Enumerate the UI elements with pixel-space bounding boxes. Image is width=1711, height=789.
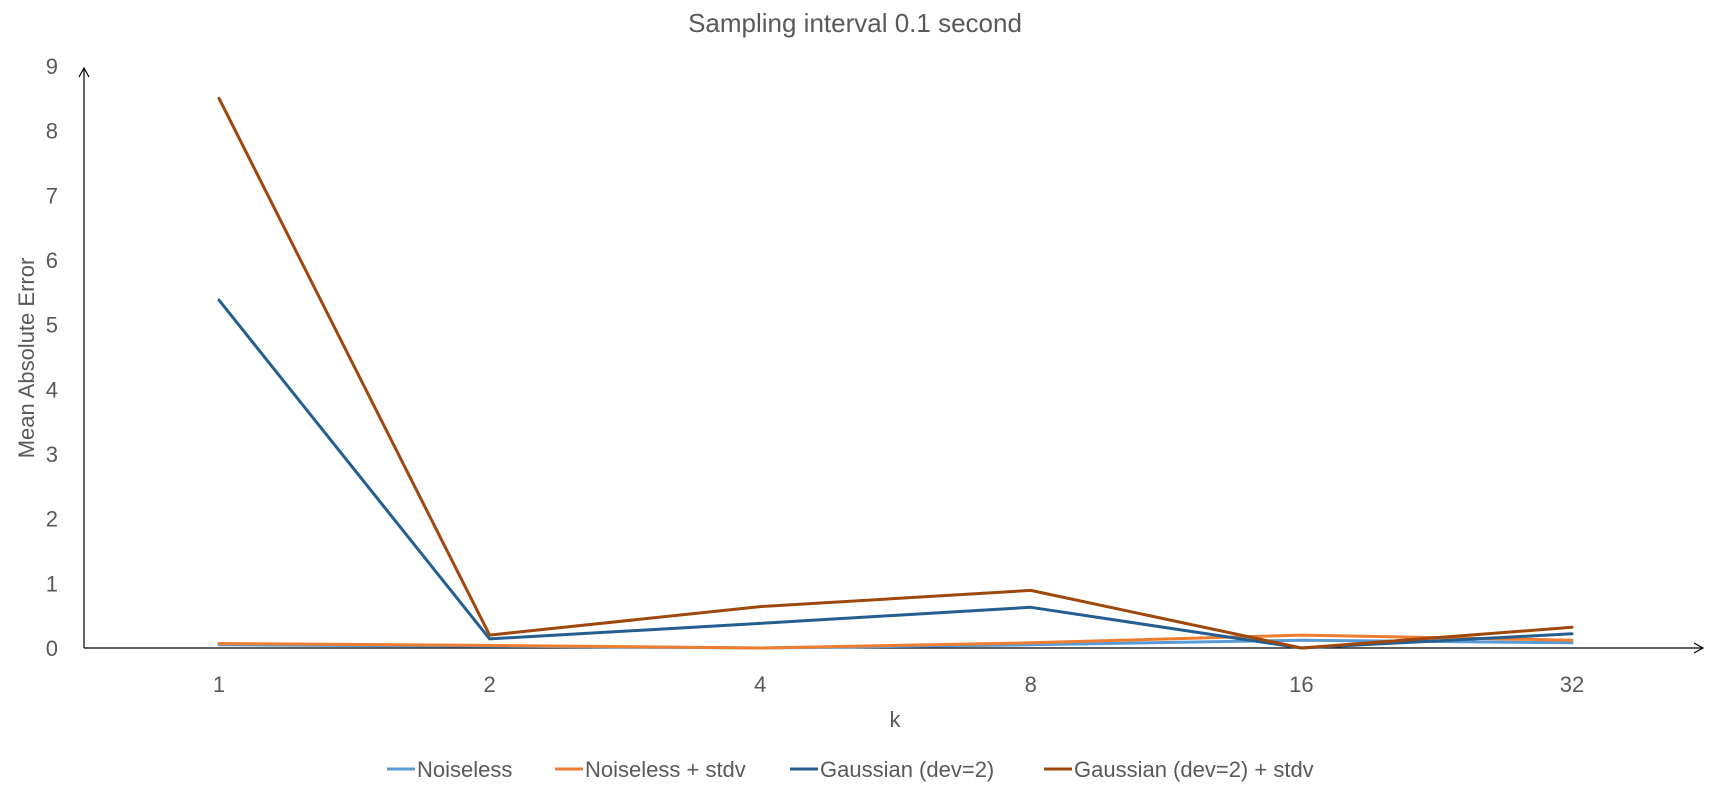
axes — [78, 66, 1705, 654]
legend-label: Gaussian (dev=2) — [820, 757, 994, 782]
x-tick-labels: 1 2 4 8 16 32 — [213, 672, 1584, 697]
legend-label: Noiseless — [417, 757, 512, 782]
y-tick-label: 5 — [46, 313, 58, 338]
series-line-4 — [217, 96, 1574, 650]
x-tick-label: 2 — [483, 672, 495, 697]
y-tick-label: 8 — [46, 119, 58, 144]
x-tick-label: 8 — [1025, 672, 1037, 697]
y-tick-label: 4 — [46, 377, 58, 402]
chart-title: Sampling interval 0.1 second — [688, 8, 1022, 38]
x-tick-label: 16 — [1289, 672, 1313, 697]
legend: Noiseless Noiseless + stdv Gaussian (dev=2… — [387, 757, 1314, 782]
y-tick-label: 0 — [46, 636, 58, 661]
y-axis-arrow — [78, 66, 90, 78]
y-tick-label: 7 — [46, 183, 58, 208]
x-tick-label: 1 — [213, 672, 225, 697]
y-tick-labels: 0 1 2 3 4 5 6 7 8 9 — [46, 54, 58, 661]
x-axis-title: k — [890, 707, 902, 732]
legend-label: Gaussian (dev=2) + stdv — [1074, 757, 1314, 782]
y-tick-label: 9 — [46, 54, 58, 79]
y-tick-label: 1 — [46, 571, 58, 596]
series-line-2 — [217, 633, 1574, 650]
x-axis-arrow — [1693, 642, 1705, 654]
x-tick-label: 32 — [1560, 672, 1584, 697]
y-tick-label: 6 — [46, 248, 58, 273]
legend-label: Noiseless + stdv — [585, 757, 746, 782]
y-axis-title: Mean Absolute Error — [14, 258, 39, 459]
series-lines — [217, 96, 1574, 650]
y-tick-label: 3 — [46, 442, 58, 467]
x-tick-label: 4 — [754, 672, 766, 697]
series-line-3 — [217, 298, 1574, 650]
y-tick-label: 2 — [46, 507, 58, 532]
